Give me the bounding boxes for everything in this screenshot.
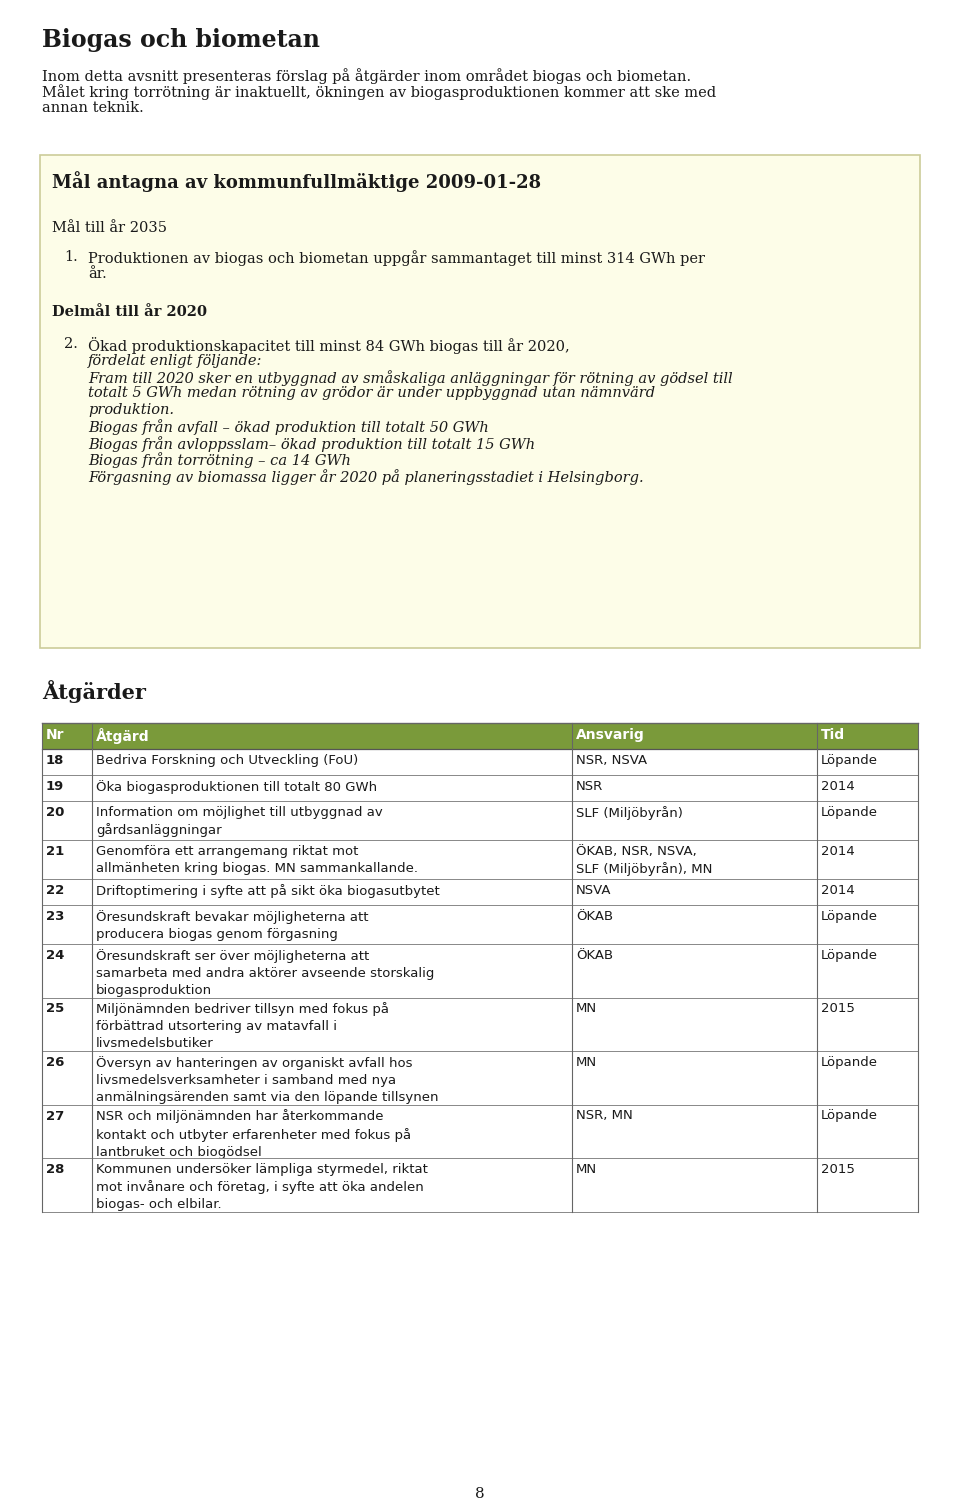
Text: Mål antagna av kommunfullmäktige 2009-01-28: Mål antagna av kommunfullmäktige 2009-01… — [52, 170, 541, 191]
Text: år.: år. — [88, 267, 107, 280]
Text: NSVA: NSVA — [576, 885, 612, 897]
Text: 2015: 2015 — [821, 1163, 854, 1175]
Text: Översyn av hanteringen av organiskt avfall hos
livsmedelsverksamheter i samband : Översyn av hanteringen av organiskt avfa… — [96, 1056, 439, 1105]
Text: Nr: Nr — [46, 728, 64, 741]
Text: produktion.: produktion. — [88, 402, 174, 417]
Text: 23: 23 — [46, 910, 64, 922]
Text: NSR: NSR — [576, 781, 603, 793]
Text: annan teknik.: annan teknik. — [42, 101, 144, 115]
Text: 27: 27 — [46, 1109, 64, 1123]
Text: Ansvarig: Ansvarig — [576, 728, 645, 741]
Text: Öresundskraft bevakar möjligheterna att
producera biogas genom förgasning: Öresundskraft bevakar möjligheterna att … — [96, 910, 369, 940]
Text: fördelat enligt följande:: fördelat enligt följande: — [88, 354, 262, 368]
Text: Biogas från torrötning – ca 14 GWh: Biogas från torrötning – ca 14 GWh — [88, 452, 350, 469]
Text: ÖKAB, NSR, NSVA,
SLF (Miljöbyrån), MN: ÖKAB, NSR, NSVA, SLF (Miljöbyrån), MN — [576, 845, 712, 877]
Text: 25: 25 — [46, 1002, 64, 1016]
Text: Biogas från avfall – ökad produktion till totalt 50 GWh: Biogas från avfall – ökad produktion til… — [88, 419, 489, 436]
Text: Inom detta avsnitt presenteras förslag på åtgärder inom området biogas och biome: Inom detta avsnitt presenteras förslag p… — [42, 68, 691, 84]
Text: Fram till 2020 sker en utbyggnad av småskaliga anläggningar för rötning av gödse: Fram till 2020 sker en utbyggnad av smås… — [88, 371, 732, 386]
Bar — [40, 155, 920, 648]
Text: 24: 24 — [46, 949, 64, 961]
Text: Löpande: Löpande — [821, 1056, 878, 1068]
Text: 2014: 2014 — [821, 845, 854, 857]
Text: Miljönämnden bedriver tillsyn med fokus på
förbättrad utsortering av matavfall i: Miljönämnden bedriver tillsyn med fokus … — [96, 1002, 389, 1050]
Text: Öka biogasproduktionen till totalt 80 GWh: Öka biogasproduktionen till totalt 80 GW… — [96, 781, 377, 794]
Text: 18: 18 — [46, 754, 64, 767]
Text: Driftoptimering i syfte att på sikt öka biogasutbytet: Driftoptimering i syfte att på sikt öka … — [96, 885, 440, 898]
Text: 1.: 1. — [64, 250, 78, 264]
Text: 26: 26 — [46, 1056, 64, 1068]
Text: 20: 20 — [46, 806, 64, 818]
Text: ÖKAB: ÖKAB — [576, 949, 613, 961]
Text: Ökad produktionskapacitet till minst 84 GWh biogas till år 2020,: Ökad produktionskapacitet till minst 84 … — [88, 338, 569, 354]
Bar — [42, 723, 918, 749]
Text: 2.: 2. — [64, 338, 78, 351]
Text: 8: 8 — [475, 1487, 485, 1501]
Text: totalt 5 GWh medan rötning av grödor är under uppbyggnad utan nämnvärd: totalt 5 GWh medan rötning av grödor är … — [88, 386, 655, 401]
Text: Målet kring torrötning är inaktuellt, ökningen av biogasproduktionen kommer att : Målet kring torrötning är inaktuellt, ök… — [42, 84, 716, 101]
Text: Förgasning av biomassa ligger år 2020 på planeringsstadiet i Helsingborg.: Förgasning av biomassa ligger år 2020 på… — [88, 469, 643, 485]
Text: 22: 22 — [46, 885, 64, 897]
Text: ÖKAB: ÖKAB — [576, 910, 613, 922]
Text: 21: 21 — [46, 845, 64, 857]
Text: SLF (Miljöbyrån): SLF (Miljöbyrån) — [576, 806, 683, 820]
Text: Löpande: Löpande — [821, 949, 878, 961]
Text: 28: 28 — [46, 1163, 64, 1175]
Text: Åtgärder: Åtgärder — [42, 680, 146, 702]
Text: Mål till år 2035: Mål till år 2035 — [52, 222, 167, 235]
Text: 2014: 2014 — [821, 781, 854, 793]
Text: NSR, MN: NSR, MN — [576, 1109, 633, 1123]
Text: MN: MN — [576, 1056, 597, 1068]
Text: Produktionen av biogas och biometan uppgår sammantaget till minst 314 GWh per: Produktionen av biogas och biometan uppg… — [88, 250, 705, 265]
Text: Löpande: Löpande — [821, 1109, 878, 1123]
Text: NSR, NSVA: NSR, NSVA — [576, 754, 647, 767]
Text: NSR och miljönämnden har återkommande
kontakt och utbyter erfarenheter med fokus: NSR och miljönämnden har återkommande ko… — [96, 1109, 411, 1159]
Text: Delmål till år 2020: Delmål till år 2020 — [52, 304, 207, 319]
Text: Biogas och biometan: Biogas och biometan — [42, 29, 320, 53]
Text: Öresundskraft ser över möjligheterna att
samarbeta med andra aktörer avseende st: Öresundskraft ser över möjligheterna att… — [96, 949, 434, 998]
Text: Tid: Tid — [821, 728, 845, 741]
Text: Biogas från avloppsslam– ökad produktion till totalt 15 GWh: Biogas från avloppsslam– ökad produktion… — [88, 436, 535, 452]
Text: Bedriva Forskning och Utveckling (FoU): Bedriva Forskning och Utveckling (FoU) — [96, 754, 358, 767]
Text: Löpande: Löpande — [821, 806, 878, 818]
Text: MN: MN — [576, 1002, 597, 1016]
Text: Kommunen undersöker lämpliga styrmedel, riktat
mot invånare och företag, i syfte: Kommunen undersöker lämpliga styrmedel, … — [96, 1163, 428, 1212]
Text: MN: MN — [576, 1163, 597, 1175]
Text: Information om möjlighet till utbyggnad av
gårdsanläggningar: Information om möjlighet till utbyggnad … — [96, 806, 383, 838]
Text: Löpande: Löpande — [821, 910, 878, 922]
Text: 2014: 2014 — [821, 885, 854, 897]
Text: 19: 19 — [46, 781, 64, 793]
Text: 2015: 2015 — [821, 1002, 854, 1016]
Text: Löpande: Löpande — [821, 754, 878, 767]
Text: Genomföra ett arrangemang riktat mot
allmänheten kring biogas. MN sammankallande: Genomföra ett arrangemang riktat mot all… — [96, 845, 418, 876]
Text: Åtgärd: Åtgärd — [96, 728, 150, 744]
